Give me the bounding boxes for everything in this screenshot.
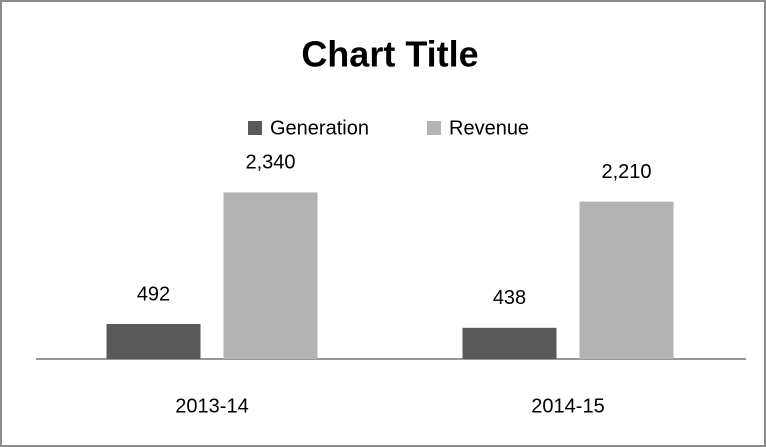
legend-swatch	[427, 121, 441, 135]
x-tick-label: 2014-15	[531, 395, 604, 417]
legend-label: Generation	[270, 117, 369, 139]
bar	[579, 201, 674, 359]
legend-swatch	[248, 121, 262, 135]
data-label: 2,340	[245, 152, 295, 174]
data-label: 438	[493, 287, 526, 309]
bar	[462, 327, 557, 359]
legend-label: Revenue	[449, 117, 529, 139]
data-label: 492	[137, 283, 170, 305]
data-label: 2,210	[601, 161, 651, 183]
bar	[223, 192, 318, 359]
bar	[106, 323, 201, 359]
x-tick-label: 2013-14	[175, 395, 248, 417]
chart-title: Chart Title	[301, 34, 478, 75]
